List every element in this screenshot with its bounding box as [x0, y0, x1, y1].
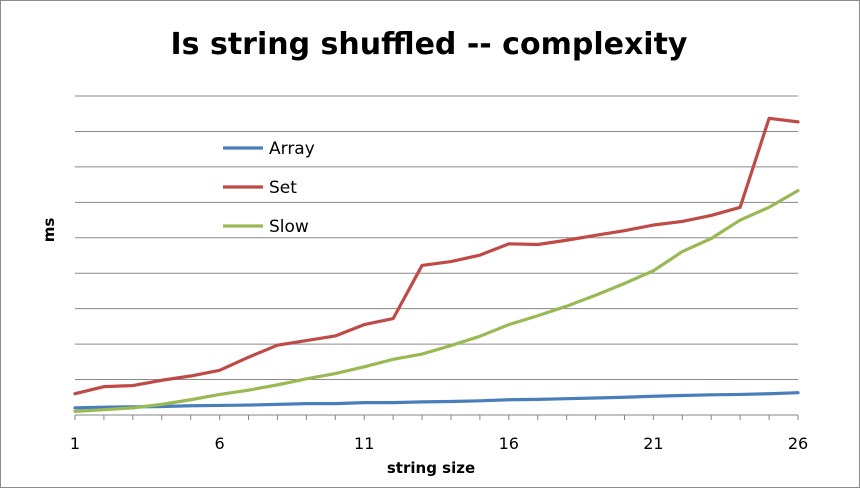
x-tick-label: 21 — [643, 434, 663, 453]
x-axis-title: string size — [387, 459, 475, 477]
x-tick-label: 11 — [354, 434, 374, 453]
legend-label-array: Array — [269, 139, 315, 159]
x-tick-label: 26 — [788, 434, 808, 453]
chart-title: Is string shuffled -- complexity — [171, 27, 688, 62]
y-axis-title: ms — [40, 218, 58, 243]
gridlines — [75, 95, 798, 416]
legend: Array Set Slow — [223, 139, 315, 237]
series-line-array — [73, 391, 800, 410]
x-axis-ticks: 1 6 11 16 21 26 — [70, 415, 808, 453]
series-line-slow — [73, 189, 800, 414]
legend-label-slow: Slow — [269, 217, 309, 237]
x-tick-label: 16 — [499, 434, 519, 453]
series-lines — [73, 116, 800, 414]
x-tick-label: 6 — [215, 434, 225, 453]
legend-label-set: Set — [269, 178, 297, 198]
series-line-set — [73, 116, 800, 396]
x-tick-label: 1 — [70, 434, 80, 453]
